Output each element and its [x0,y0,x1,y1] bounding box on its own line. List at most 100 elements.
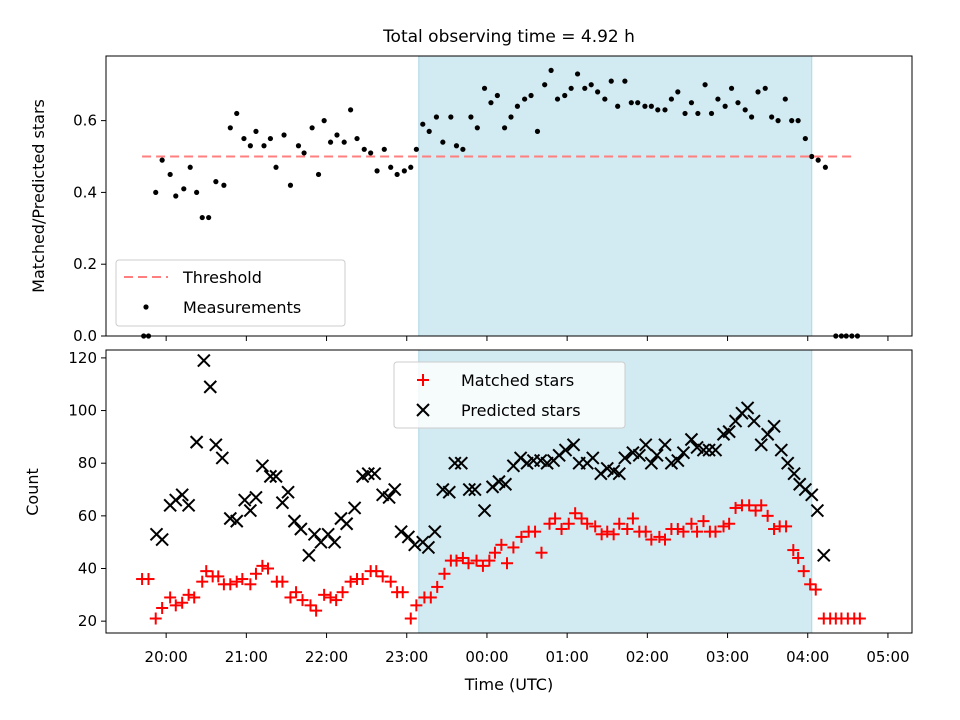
matched-stars-point [621,523,634,536]
matched-stars-point [304,599,317,612]
measurement-point [327,139,334,145]
measurement-point [468,114,474,120]
predicted-stars-point [388,482,402,497]
measurement-point [173,193,179,199]
measurement-point [749,114,755,120]
bottom-series-marks [136,353,866,625]
predicted-stars-point [566,438,581,452]
matched-stars-point [396,586,409,599]
measurement-point [755,89,761,95]
measurement-point [261,143,267,149]
chart-title: Total observing time = 4.92 h [382,27,635,47]
measurements-legend-label: Measurements [183,298,301,317]
predicted-stars-point [498,477,513,491]
matched-stars-point [853,612,866,625]
x-tick-label: 22:00 [305,648,348,666]
measurement-point [615,103,621,109]
matched-stars-point [743,499,756,512]
measurement-point [568,85,574,91]
measurement-point [453,143,460,149]
bottom-axes-frame [105,349,913,634]
predicted-stars-point [249,490,263,505]
predicted-stars-point [243,503,258,518]
matched-stars-point [336,586,349,599]
measurement-point [642,103,648,109]
predicted-stars-point [294,522,308,536]
predicted-stars-point [644,456,659,470]
top-shaded-span [418,55,813,337]
measurement-point [562,92,568,99]
predicted-stars-point [787,467,801,481]
measurement-point [809,153,815,160]
predicted-stars-point [767,419,781,434]
measurement-point [234,110,240,117]
predicted-stars-point [477,503,492,518]
predicted-stars-point [632,448,647,463]
predicted-stars-point [618,451,632,465]
top-y-tick-label: 0.4 [73,183,97,201]
matched-stars-point [500,557,513,570]
measurement-point [668,96,675,102]
measurement-point [408,164,414,170]
measurement-point [715,96,721,102]
top-y-axis-label: Matched/Predicted stars [29,99,48,293]
matched-stars-point [310,604,323,617]
predicted-stars-point [307,527,322,541]
matched-stars-point [376,570,389,583]
predicted-stars-point [215,451,229,465]
matched-stars-point [569,507,582,520]
matched-stars-point [749,504,762,517]
measurement-point [528,92,534,99]
top-panel: 0.0 0.2 0.4 0.6 Matched/Predicted stars Thr… [29,55,913,345]
measurement-point [628,100,634,106]
top-y-tick-label: 0.0 [73,327,97,345]
top-y-tick-label: 0.6 [73,112,97,130]
matched-stars-point [488,546,501,559]
predicted-stars-point [747,414,761,428]
predicted-stars-point [321,527,335,541]
matched-stars-point [296,594,309,607]
predicted-stars-point [612,467,626,481]
bottom-legend: Matched stars Predicted stars [393,361,626,429]
measurement-point [722,103,728,109]
predicted-stars-point [287,514,302,528]
matched-stars-point [169,599,182,612]
predicted-stars-point [209,438,223,452]
matched-stars-point [404,612,417,625]
predicted-stars-point [650,448,664,463]
predicted-stars-point [197,353,211,368]
matched-stars-point [535,546,548,559]
matched-stars-point [438,567,451,580]
measurement-point [494,92,500,99]
measurement-point [381,146,387,152]
predicted-stars-point [448,456,462,470]
x-tick-label: 01:00 [546,648,589,666]
matched-stars-point [809,583,822,596]
matched-stars-point [495,538,508,551]
predicted-stars-point [780,456,795,470]
measurement-point [542,82,548,88]
predicted-stars-point [696,443,711,457]
measurement-point [769,114,775,120]
measurement-point [181,186,187,192]
measurement-point [394,171,400,178]
matched-stars-point [797,565,810,578]
measurements-legend-swatch [143,304,149,310]
measurement-point [775,118,781,124]
matched-stars-point [626,512,639,525]
measurement-point [273,164,279,170]
predicted-stars-point [722,424,736,439]
matched-legend-label: Matched stars [461,371,574,390]
measurement-point [354,135,360,142]
matched-stars-point [483,554,496,567]
matched-stars-point [529,525,542,538]
predicted-stars-point [367,467,382,481]
predicted-stars-point [421,540,436,555]
matched-stars-point [330,594,343,607]
measurement-point [688,100,695,106]
predicted-stars-point [181,498,196,513]
predicted-stars-point [394,524,408,539]
bottom-y-axis-label: Count [23,468,42,516]
measurement-point [554,96,561,102]
predicted-stars-point [275,495,290,510]
